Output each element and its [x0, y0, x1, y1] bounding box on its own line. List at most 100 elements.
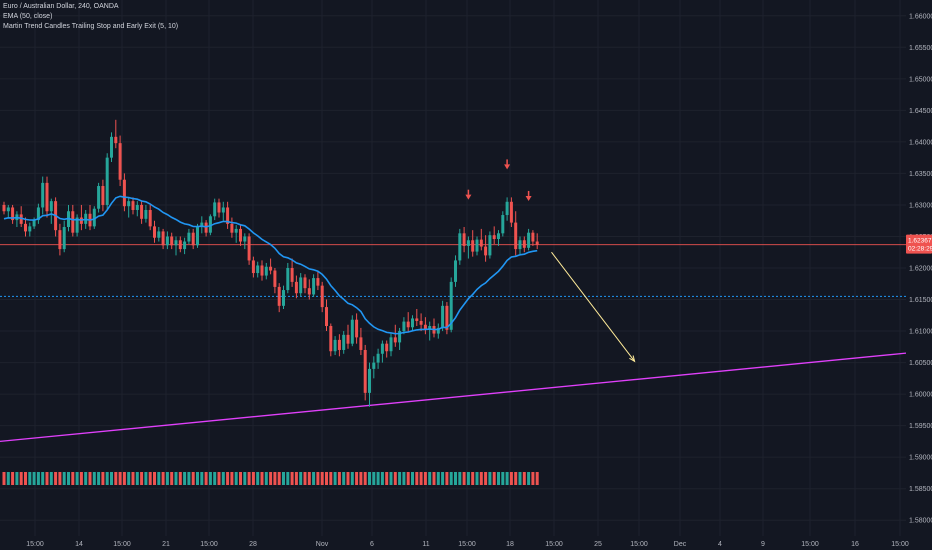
candle-body [226, 207, 230, 224]
time-axis[interactable]: 15:00 14 15:00 21 15:00 28 Nov 6 11 15:00 18 15:00 2… [0, 536, 932, 550]
trend-strip-bar [488, 472, 492, 485]
price-tick-label: 1.58000 [909, 518, 932, 525]
trend-strip-bar [153, 472, 156, 485]
time-tick-label: 16 [851, 541, 859, 548]
candle-body [32, 220, 36, 227]
candle-body [282, 290, 285, 306]
trend-strip-bar [54, 472, 58, 485]
trend-strip-bar [174, 472, 178, 485]
price-tick-label: 1.60500 [909, 360, 932, 367]
trend-strip-bar [389, 472, 393, 485]
trend-strip-bar [49, 472, 53, 485]
candle-body [454, 260, 457, 282]
sell-arrow-icon [504, 164, 511, 170]
price-tick-label: 1.66000 [909, 13, 932, 20]
trend-strip-bar [71, 472, 75, 485]
trend-strip-bar [393, 472, 397, 485]
legend-ema[interactable]: EMA (50, close) [3, 13, 53, 20]
trend-strip-bar [260, 472, 264, 485]
price-tick-label: 1.64500 [909, 108, 932, 115]
candle-body [527, 232, 531, 248]
candle-body [359, 337, 363, 350]
trend-strip-bar [350, 472, 354, 485]
trend-strip-bar [406, 472, 410, 485]
price-tick-label: 1.65000 [909, 76, 932, 83]
candle-body [415, 318, 419, 321]
trend-strip-bar [415, 472, 419, 485]
candle-body [475, 239, 479, 252]
trend-strip-bar [402, 472, 406, 485]
candle-body [501, 215, 505, 234]
trend-strip-bar [243, 472, 247, 485]
time-tick-label: 15:00 [200, 541, 218, 548]
legend-indicator[interactable]: Martin Trend Candles Trailing Stop and E… [3, 23, 179, 30]
trend-strip-bar [19, 472, 23, 485]
candle-body [256, 265, 260, 274]
trend-strip-bar [148, 472, 152, 485]
trend-strip-bar [398, 472, 402, 485]
trend-strip-bar [423, 472, 427, 485]
legend-symbol[interactable]: Euro / Australian Dollar, 240, OANDA [3, 3, 119, 10]
candle-body [58, 230, 62, 250]
trend-strip-bar [79, 472, 83, 485]
candle-body [251, 260, 255, 274]
candle-body [325, 307, 328, 327]
candle-body [221, 207, 225, 213]
candle-body [372, 362, 376, 369]
candle-body [239, 228, 242, 242]
trend-strip-bar [372, 472, 376, 485]
trend-strip-bar [432, 472, 436, 485]
price-tick-label: 1.59500 [909, 423, 932, 430]
current-price-tag [906, 234, 932, 254]
candle-body [217, 202, 221, 213]
projection-arrow-head [629, 355, 636, 363]
trend-strip-bar [329, 472, 333, 485]
chart-legend: Euro / Australian Dollar, 240, OANDA EMA… [3, 2, 178, 32]
candle-body [329, 326, 333, 352]
time-tick-label: 15:00 [458, 541, 476, 548]
time-tick-label: 4 [718, 541, 722, 548]
candle-body [419, 320, 423, 325]
candle-body [346, 334, 350, 344]
candle-body [170, 236, 174, 246]
trend-strip-bar [97, 472, 101, 485]
trend-strip-bar [492, 472, 496, 485]
trend-strip-bar [110, 472, 113, 485]
trend-strip-bar [165, 472, 169, 485]
ema-layer [3, 195, 538, 335]
candle-body [161, 231, 165, 246]
trend-strip-bar [411, 472, 414, 485]
trend-strip-bar [2, 472, 6, 485]
candle-body [174, 240, 178, 246]
candle-body [294, 281, 298, 294]
candle-body [144, 209, 148, 219]
candle-body [363, 349, 367, 393]
trend-strip-bar [135, 472, 139, 485]
trend-strip-bar [230, 472, 234, 485]
trend-strip-bar [140, 472, 144, 485]
time-tick-label: 15:00 [26, 541, 44, 548]
candle-body [441, 305, 445, 328]
trend-strip-bar [346, 472, 350, 485]
trend-strip-bar [183, 472, 187, 485]
price-axis[interactable]: 1.66000 1.65500 1.65000 1.64500 1.64000 1.635… [906, 0, 932, 550]
trend-strip-bar [299, 472, 303, 485]
candle-body [24, 223, 27, 232]
candle-body [131, 201, 135, 210]
sell-arrow-icon [525, 195, 532, 201]
trend-strip-bar [449, 472, 453, 485]
trend-strip-bar [269, 472, 273, 485]
trend-strip-bar [307, 472, 311, 485]
trend-strip-bar [256, 472, 260, 485]
trend-strip-bar [273, 472, 277, 485]
time-tick-label: Dec [674, 541, 687, 548]
candle-body [148, 209, 152, 227]
trend-strip-bar [522, 472, 526, 485]
trend-strip-bar [312, 472, 316, 485]
time-tick-label: 15:00 [801, 541, 819, 548]
candle-body [191, 232, 195, 246]
trend-strip-bar [196, 472, 199, 485]
time-tick-label: 15:00 [630, 541, 648, 548]
candle-body [110, 136, 113, 158]
